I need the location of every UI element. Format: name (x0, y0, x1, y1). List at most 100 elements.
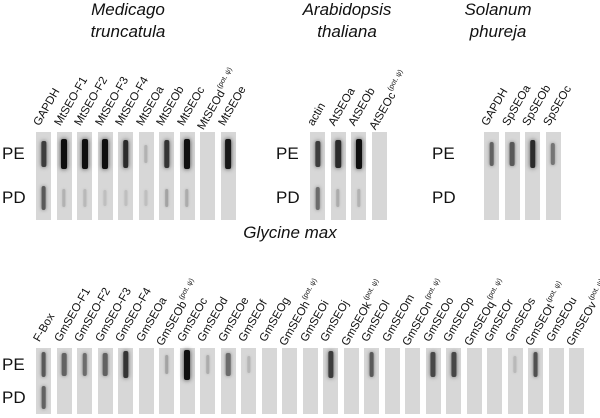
gel-lane (446, 348, 461, 414)
gel-lane (220, 348, 236, 414)
row-label-pe: PE (276, 144, 299, 163)
gel-lane (525, 132, 540, 220)
band-pe (184, 349, 190, 380)
band-pe (327, 351, 334, 378)
gel-lane (241, 348, 256, 414)
panel-title: Medicago (91, 0, 165, 19)
band-pd (185, 188, 189, 208)
gel-lane (351, 132, 366, 220)
gel-lane (569, 348, 584, 414)
gel-lane (220, 132, 236, 220)
band-pd (41, 385, 46, 410)
gel-lane (200, 132, 215, 220)
band-pe (430, 351, 436, 378)
gel-lane (466, 348, 482, 414)
gel-lane (384, 348, 400, 414)
panel-title: Glycine max (243, 223, 337, 242)
gel-lane (56, 132, 72, 220)
band-pd (356, 189, 361, 207)
band-pe (225, 353, 231, 376)
gel-lane (200, 348, 215, 414)
pseudogene-note: (pot. ψ) (216, 66, 234, 90)
band-pe (205, 355, 210, 374)
gel-lane (282, 348, 297, 414)
band-pe (81, 139, 88, 169)
pseudogene-note: (pot. ψ) (587, 277, 600, 302)
band-pd (336, 188, 340, 208)
band-pe (533, 351, 538, 378)
band-pd (144, 189, 148, 207)
gel-lane (310, 132, 325, 220)
panel-title: thaliana (317, 22, 377, 41)
band-pe (82, 353, 87, 376)
gene-name: actin (305, 100, 329, 128)
band-pe (550, 142, 556, 166)
gel-lane (330, 132, 346, 220)
band-pe (489, 142, 494, 166)
band-pe (355, 139, 362, 169)
pseudogene-note: (pot. ψ) (177, 277, 196, 302)
gene-name: F-Box (31, 311, 58, 344)
row-label-pd: PD (2, 188, 26, 207)
gel-lane (118, 132, 133, 220)
pseudogene-note: (pot. ψ) (485, 277, 504, 302)
gel-lane (97, 348, 113, 414)
row-label-pe: PE (2, 144, 25, 163)
lane-label: F-Box (32, 311, 58, 344)
band-pe (102, 139, 108, 169)
pseudogene-note: (pot. ψ) (300, 277, 319, 302)
gel-lane (487, 348, 502, 414)
band-pe (61, 352, 67, 377)
band-pd (103, 189, 107, 207)
row-label-pd: PD (276, 188, 300, 207)
gel-lane (179, 132, 195, 220)
gel-lane (545, 132, 561, 220)
band-pe (246, 355, 251, 374)
pseudogene-note: (pot. ψ) (423, 277, 442, 302)
band-pd (123, 189, 128, 207)
pseudogene-note: (pot. ψ) (362, 277, 380, 302)
band-pe (163, 140, 170, 168)
gel-lane (323, 348, 338, 414)
row-label-pe: PE (432, 144, 455, 163)
band-pe (513, 355, 517, 374)
gel-lane (261, 348, 277, 414)
row-label-pd: PD (432, 188, 456, 207)
band-pe (450, 351, 457, 378)
band-pe (335, 140, 341, 168)
band-pe (122, 140, 129, 168)
gel-lane (97, 132, 113, 220)
band-pe (369, 352, 374, 377)
gel-lane (364, 348, 379, 414)
gel-lane (484, 132, 499, 220)
gel-lane (56, 348, 72, 414)
panel-title: Solanum (464, 0, 532, 19)
band-pe (40, 140, 47, 168)
gel-lane (528, 348, 543, 414)
pseudogene-note: (pot. ψ) (545, 280, 564, 304)
gel-lane (548, 348, 564, 414)
band-pe (509, 141, 515, 167)
gel-lane (138, 132, 154, 220)
gel-lane (77, 132, 92, 220)
lane-label: actin (306, 101, 329, 128)
band-pd (315, 186, 320, 210)
band-pd (164, 188, 169, 208)
row-label-pe: PE (2, 354, 25, 374)
gel-lane (371, 132, 387, 220)
band-pe (61, 139, 67, 169)
band-pd (82, 189, 87, 207)
band-pe (314, 140, 321, 168)
panel-title: Arabidopsis (302, 0, 392, 19)
pseudogene-note: (pot. ψ) (386, 68, 405, 93)
gel-lane (343, 348, 359, 414)
band-pe (41, 352, 46, 377)
gel-lane (425, 348, 441, 414)
band-pd (62, 189, 66, 207)
gel-lane (159, 132, 174, 220)
band-pe (144, 145, 148, 163)
gel-lane (405, 348, 420, 414)
row-label-pd: PD (2, 387, 26, 407)
band-pe (529, 140, 536, 168)
